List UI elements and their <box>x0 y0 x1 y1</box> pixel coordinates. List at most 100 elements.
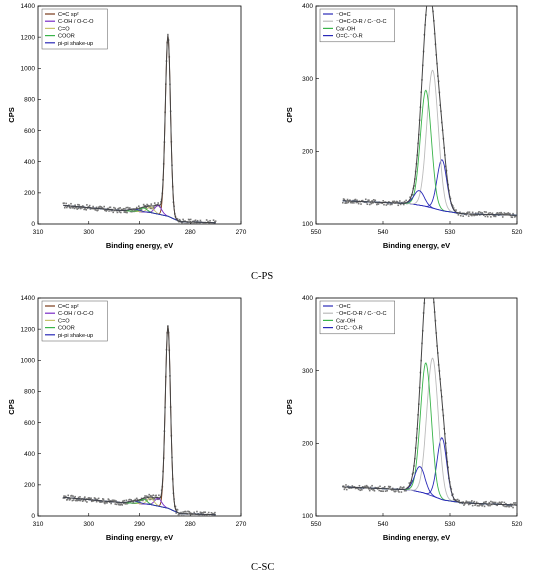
raw-data-point <box>479 211 482 214</box>
raw-data-point <box>70 494 73 497</box>
raw-data-point <box>200 511 203 514</box>
x-tick-label: 290 <box>134 229 145 236</box>
raw-data-point <box>357 201 359 204</box>
y-tick-label: 1400 <box>21 3 36 10</box>
raw-data-point <box>95 500 98 503</box>
raw-data-point <box>130 499 132 501</box>
raw-data-point <box>124 503 127 505</box>
raw-data-point <box>373 200 376 203</box>
raw-data-point <box>463 503 466 505</box>
raw-data-point <box>201 514 204 516</box>
raw-data-point <box>397 204 400 207</box>
raw-data-point <box>212 512 214 515</box>
raw-data-point <box>452 207 455 209</box>
raw-data-point <box>343 488 346 491</box>
y-tick-label: 0 <box>31 513 35 520</box>
raw-data-point <box>398 491 400 493</box>
raw-data-point <box>366 203 369 206</box>
y-tick-label: 1000 <box>21 357 36 364</box>
raw-data-point <box>487 212 490 215</box>
y-tick-label: 800 <box>24 389 35 396</box>
raw-data-point <box>182 220 185 223</box>
raw-data-point <box>75 206 78 209</box>
raw-data-point <box>88 204 91 207</box>
raw-data-point <box>463 212 465 215</box>
component-curve <box>342 466 517 506</box>
raw-data-point <box>147 495 149 498</box>
raw-data-point <box>509 505 511 507</box>
legend-entry-label: O=C-⁻O-R <box>336 326 363 332</box>
y-tick-label: 400 <box>302 3 313 10</box>
raw-data-point <box>367 486 369 489</box>
plot-frame <box>315 297 518 517</box>
raw-data-point <box>399 486 402 488</box>
raw-data-point <box>153 202 156 204</box>
component-curve <box>342 89 517 216</box>
raw-data-point <box>353 202 355 204</box>
raw-data-point <box>122 500 124 502</box>
raw-data-point <box>209 516 211 518</box>
raw-data-point <box>122 209 124 211</box>
raw-data-point <box>472 501 475 504</box>
raw-data-point <box>158 497 161 500</box>
raw-data-point <box>382 200 384 202</box>
raw-data-point <box>365 201 368 204</box>
raw-data-point <box>196 510 198 513</box>
legend-entry-label: C=O <box>58 318 70 324</box>
raw-data-point <box>84 499 87 502</box>
raw-data-point <box>485 500 487 503</box>
raw-data-point <box>405 199 407 202</box>
raw-data-point <box>500 502 502 505</box>
component-curve <box>342 190 517 216</box>
raw-data-point <box>63 497 66 499</box>
raw-data-point <box>149 494 152 497</box>
x-tick-label: 270 <box>236 521 247 528</box>
raw-data-point <box>194 222 196 224</box>
raw-data-point <box>79 499 82 502</box>
y-axis-title: CPS <box>7 399 16 414</box>
raw-data-point <box>205 219 208 221</box>
y-tick-label: 400 <box>24 159 35 166</box>
raw-data-point <box>386 489 388 492</box>
raw-data-point <box>501 212 503 215</box>
raw-data-point <box>157 202 159 204</box>
c1s-ps-chart: 0 200 400 600 800 1000 1200 1400 310 300 290 280 270… <box>7 3 247 250</box>
raw-data-point <box>115 500 117 502</box>
envelope-curve <box>342 6 517 216</box>
raw-data-point <box>68 499 71 501</box>
raw-data-point <box>349 201 352 204</box>
raw-data-point <box>138 501 140 504</box>
raw-data-point <box>368 488 370 490</box>
raw-data-point <box>192 515 195 516</box>
raw-data-point <box>465 500 468 503</box>
legend-entry-label: COOR <box>58 34 75 40</box>
raw-data-point <box>357 488 360 491</box>
raw-data-point <box>112 499 115 502</box>
raw-data-point <box>471 504 474 507</box>
raw-data-point <box>495 213 498 215</box>
legend-entry-label: Car-OH <box>336 318 355 324</box>
raw-data-point <box>88 206 90 208</box>
legend-entry-label: Car-OH <box>336 26 355 32</box>
c1s-sc-chart: 0 200 400 600 800 1000 1200 1400 310 300 290 280 270… <box>7 295 247 542</box>
raw-data-point <box>461 502 464 505</box>
raw-data-point <box>459 214 462 217</box>
raw-data-point <box>384 490 387 492</box>
raw-data-point <box>97 497 100 500</box>
raw-data-point <box>179 219 182 222</box>
y-tick-label: 200 <box>24 190 35 197</box>
y-axis-title: CPS <box>285 107 294 122</box>
x-axis-title: Binding energy, eV <box>383 241 450 250</box>
raw-data-point <box>191 220 194 223</box>
raw-data-point <box>400 491 403 493</box>
raw-data-point <box>109 206 112 209</box>
raw-data-point <box>77 207 80 210</box>
raw-data-point <box>403 200 406 203</box>
raw-data-point <box>402 203 405 206</box>
raw-data-point <box>512 506 514 509</box>
raw-data-point <box>379 485 381 488</box>
raw-data-point <box>456 498 459 501</box>
raw-data-point <box>373 489 376 492</box>
raw-data-point <box>140 209 143 211</box>
